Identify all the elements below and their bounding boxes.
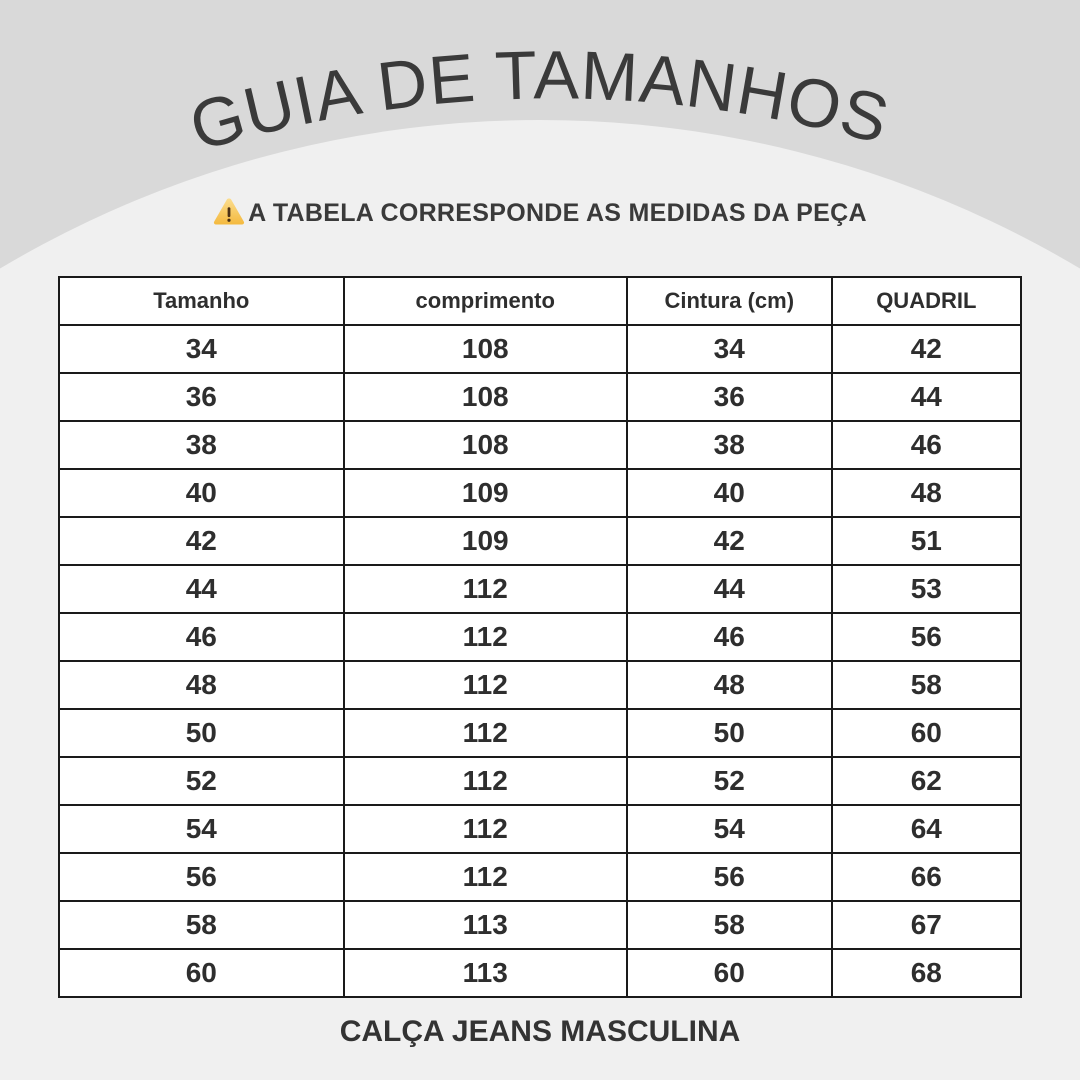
svg-text:GUIA DE TAMANHOS: GUIA DE TAMANHOS (182, 37, 897, 165)
